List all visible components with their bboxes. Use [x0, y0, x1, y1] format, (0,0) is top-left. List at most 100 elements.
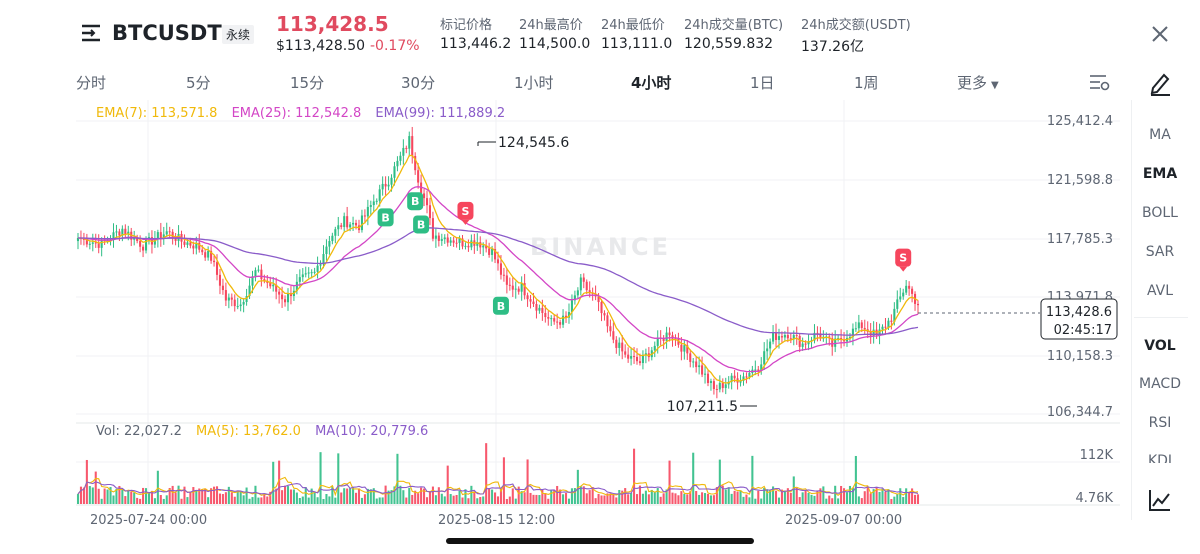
volume-bar — [136, 497, 139, 504]
candle-body — [588, 290, 591, 293]
candle-body — [721, 382, 724, 389]
draw-pencil-icon[interactable] — [1148, 70, 1172, 96]
candle-body — [322, 254, 325, 265]
candle-body — [396, 160, 399, 167]
candle-body — [816, 332, 819, 334]
indicator-avl[interactable]: AVL — [1146, 283, 1174, 299]
indicator-rsi[interactable]: RSI — [1148, 415, 1172, 431]
volume-bar — [207, 497, 210, 504]
timeframe-tab-1d[interactable]: 1日 — [750, 74, 775, 92]
indicator-boll[interactable]: BOLL — [1142, 205, 1178, 221]
timeframe-tab-1w[interactable]: 1周 — [854, 74, 879, 92]
indicator-ema[interactable]: EMA — [1142, 166, 1178, 182]
timeframe-tab-line[interactable]: 分时 — [76, 74, 107, 92]
volume-bar — [127, 491, 130, 504]
candle-body — [428, 205, 432, 219]
candle-body — [783, 335, 786, 338]
volume-bar — [615, 497, 618, 504]
timeframe-tab-more[interactable]: 更多 ▼ — [957, 72, 999, 93]
price-axis-label: 106,344.7 — [1047, 405, 1113, 420]
candle-body — [242, 302, 245, 305]
candle-body — [609, 326, 612, 332]
candle-body — [523, 283, 526, 296]
stat-label-24h-turnover-usdt: 24h成交额(USDT) — [801, 18, 911, 33]
volume-bar — [307, 497, 310, 504]
candle-body — [745, 376, 748, 378]
candle-body — [218, 274, 222, 286]
timeframe-tab-1h[interactable]: 1小时 — [514, 74, 554, 92]
volume-bar — [845, 492, 849, 504]
timeframe-tab-5m[interactable]: 5分 — [186, 74, 211, 92]
chart-settings-icon[interactable] — [1088, 72, 1110, 92]
volume-bar — [251, 497, 254, 504]
volume-bar — [905, 488, 908, 504]
volume-bar — [494, 492, 497, 504]
volume-bar — [343, 488, 346, 504]
candle-body — [635, 356, 639, 362]
volume-bars-layer — [76, 443, 920, 504]
candle-body — [307, 272, 310, 274]
volume-bar — [482, 496, 485, 504]
candle-body — [807, 341, 810, 345]
candle-body — [328, 241, 331, 247]
timeframe-tab-15m[interactable]: 15分 — [290, 74, 325, 92]
candle-body — [494, 249, 497, 260]
chart-type-icon[interactable] — [1148, 488, 1172, 512]
candle-body — [207, 250, 210, 258]
volume-bar — [733, 490, 736, 504]
ema25-legend-value: 112,542.8 — [295, 106, 361, 121]
volume-bar — [807, 492, 810, 504]
sidebar-section-divider — [1134, 317, 1188, 318]
buy-signal-letter: B — [497, 300, 505, 313]
candle-body — [514, 288, 517, 290]
indicator-kdj[interactable]: KDJ — [1147, 453, 1173, 463]
ema-lines-layer — [77, 154, 919, 384]
vol-ma5-legend-value: 13,762.0 — [243, 424, 301, 439]
candle-body — [585, 281, 588, 291]
sell-signal-marker — [895, 248, 912, 267]
volume-bar — [647, 494, 650, 504]
close-icon[interactable] — [1146, 20, 1174, 48]
kline-chart[interactable]: BINANCE EMA(7): 113,571.8 EMA(25): 112,5… — [0, 100, 1130, 530]
candle-body — [272, 284, 275, 287]
volume-bar — [144, 488, 148, 504]
current-price-box[interactable] — [1040, 298, 1118, 340]
volume-bar — [313, 492, 316, 504]
volume-bar — [103, 488, 106, 504]
volume-bar — [88, 486, 91, 504]
volume-bar — [378, 497, 381, 504]
indicator-sar[interactable]: SAR — [1145, 244, 1175, 260]
indicator-macd[interactable]: MACD — [1139, 376, 1181, 392]
candle-body — [455, 242, 458, 244]
menu-icon[interactable] — [80, 22, 102, 44]
volume-bar — [242, 495, 245, 504]
volume-bar — [597, 493, 600, 504]
ema7-line — [77, 154, 919, 384]
volume-bar — [112, 495, 115, 504]
sell-signal-pointer — [899, 266, 908, 272]
candle-body — [692, 361, 695, 363]
symbol-title[interactable]: BTCUSDT — [112, 21, 222, 45]
indicator-vol[interactable]: VOL — [1144, 338, 1176, 354]
candle-body — [491, 249, 494, 255]
candle-body — [186, 242, 189, 245]
sell-signal-letter: S — [461, 205, 469, 218]
candle-body — [638, 361, 642, 364]
volume-legend: Vol: 22,027.2 MA(5): 13,762.0 MA(10): 20… — [96, 424, 428, 439]
timeframe-tab-30m[interactable]: 30分 — [401, 74, 436, 92]
sidebar-divider — [1131, 100, 1132, 520]
stat-label-24h-high: 24h最高价 — [519, 18, 583, 33]
vol-legend-sep: : — [115, 424, 124, 439]
candle-body — [668, 332, 671, 336]
indicator-ma[interactable]: MA — [1149, 127, 1171, 143]
volume-bar — [872, 489, 875, 504]
volume-bar — [171, 485, 174, 504]
volume-bar — [328, 496, 331, 504]
volume-bar — [440, 493, 443, 504]
candle-body — [689, 353, 692, 362]
candle-body — [792, 335, 795, 340]
candle-body — [795, 335, 798, 337]
candle-body — [529, 299, 532, 302]
timeframe-tab-4h[interactable]: 4小时 — [631, 74, 672, 92]
volume-bar — [556, 485, 559, 504]
